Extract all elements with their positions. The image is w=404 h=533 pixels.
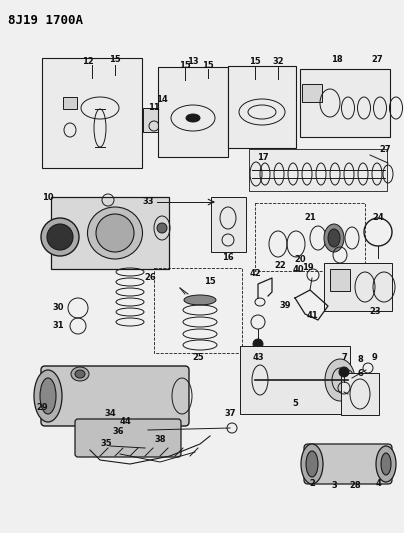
Bar: [240, 346, 350, 414]
Bar: [302, 84, 322, 102]
Bar: [324, 263, 392, 311]
Text: 4: 4: [375, 480, 381, 489]
Circle shape: [253, 339, 263, 349]
Bar: [330, 269, 350, 291]
Text: 36: 36: [112, 427, 124, 437]
Bar: [300, 69, 390, 137]
Ellipse shape: [306, 451, 318, 477]
Ellipse shape: [47, 224, 73, 250]
Text: 15: 15: [179, 61, 191, 69]
Ellipse shape: [325, 359, 355, 401]
Ellipse shape: [301, 444, 323, 484]
Text: 31: 31: [52, 321, 64, 330]
Text: 37: 37: [224, 409, 236, 418]
Text: 22: 22: [274, 261, 286, 270]
Bar: [341, 373, 379, 415]
Bar: [42, 58, 142, 168]
Bar: [249, 149, 387, 191]
Text: 35: 35: [100, 440, 112, 448]
Text: 20: 20: [294, 255, 306, 264]
Ellipse shape: [184, 295, 216, 305]
Text: 13: 13: [187, 58, 199, 67]
Text: 9: 9: [371, 352, 377, 361]
Bar: [154, 268, 242, 352]
Text: 16: 16: [222, 253, 234, 262]
Text: 34: 34: [104, 409, 116, 418]
Bar: [51, 197, 169, 269]
Text: 27: 27: [379, 144, 391, 154]
Text: 10: 10: [42, 193, 54, 203]
Text: 12: 12: [82, 56, 94, 66]
Text: 15: 15: [202, 61, 214, 69]
Text: 11: 11: [148, 102, 160, 111]
Text: 2: 2: [309, 480, 315, 489]
Bar: [210, 197, 246, 252]
Ellipse shape: [34, 370, 62, 422]
Text: 24: 24: [372, 214, 384, 222]
Bar: [158, 67, 228, 157]
Text: 15: 15: [249, 58, 261, 67]
Text: 27: 27: [371, 54, 383, 63]
Text: 23: 23: [369, 308, 381, 317]
Ellipse shape: [376, 446, 396, 482]
FancyBboxPatch shape: [304, 444, 392, 484]
Text: 18: 18: [331, 54, 343, 63]
Ellipse shape: [40, 378, 56, 414]
Text: 41: 41: [306, 311, 318, 320]
Ellipse shape: [41, 218, 79, 256]
Circle shape: [157, 223, 167, 233]
Text: 32: 32: [272, 56, 284, 66]
Text: 15: 15: [204, 278, 216, 287]
Ellipse shape: [328, 229, 340, 247]
Ellipse shape: [381, 453, 391, 475]
Bar: [255, 203, 365, 271]
Text: 33: 33: [142, 198, 154, 206]
Ellipse shape: [96, 214, 134, 252]
Text: 29: 29: [36, 403, 48, 413]
Ellipse shape: [186, 114, 200, 122]
FancyBboxPatch shape: [41, 366, 189, 426]
Text: 26: 26: [144, 273, 156, 282]
Ellipse shape: [71, 367, 89, 381]
Text: 42: 42: [249, 270, 261, 279]
Text: 19: 19: [302, 263, 314, 272]
Ellipse shape: [132, 418, 144, 426]
Text: 40: 40: [292, 265, 304, 274]
Text: 21: 21: [304, 214, 316, 222]
Text: 5: 5: [292, 400, 298, 408]
Text: 25: 25: [192, 353, 204, 362]
Ellipse shape: [88, 207, 143, 259]
Text: 6: 6: [357, 369, 363, 378]
Ellipse shape: [75, 370, 85, 378]
Text: 8J19 1700A: 8J19 1700A: [8, 14, 83, 27]
FancyBboxPatch shape: [75, 419, 181, 457]
Text: 14: 14: [156, 95, 168, 104]
Circle shape: [339, 367, 349, 377]
Bar: [63, 97, 77, 109]
Ellipse shape: [324, 224, 344, 252]
Bar: [143, 108, 165, 132]
Bar: [228, 66, 296, 148]
Text: 38: 38: [154, 435, 166, 445]
Text: 44: 44: [119, 417, 131, 426]
Text: 43: 43: [252, 353, 264, 362]
Text: 39: 39: [279, 302, 291, 311]
Text: 28: 28: [349, 481, 361, 490]
Text: 8: 8: [357, 356, 363, 365]
Text: 7: 7: [341, 353, 347, 362]
Text: 3: 3: [331, 481, 337, 490]
Text: 30: 30: [52, 303, 64, 312]
Text: 17: 17: [257, 154, 269, 163]
Text: 15: 15: [109, 54, 121, 63]
